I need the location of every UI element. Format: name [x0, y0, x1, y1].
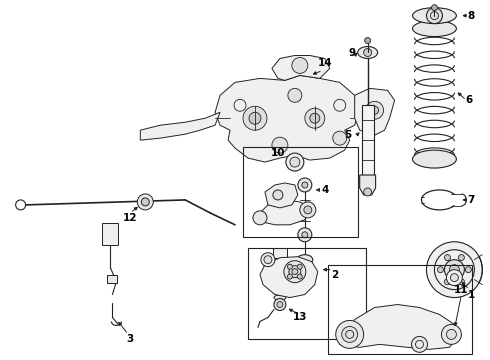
Circle shape	[458, 255, 465, 261]
Ellipse shape	[413, 21, 456, 37]
Circle shape	[432, 5, 438, 11]
Circle shape	[333, 131, 347, 145]
Circle shape	[297, 274, 302, 279]
Circle shape	[444, 279, 450, 285]
Circle shape	[336, 320, 364, 348]
Circle shape	[364, 49, 371, 57]
Circle shape	[444, 255, 450, 261]
Circle shape	[446, 270, 463, 285]
Circle shape	[289, 266, 301, 278]
Circle shape	[249, 112, 261, 124]
Circle shape	[272, 137, 288, 153]
Ellipse shape	[274, 295, 286, 300]
Ellipse shape	[274, 275, 286, 280]
Polygon shape	[265, 183, 298, 208]
Polygon shape	[360, 175, 376, 195]
Circle shape	[342, 327, 358, 342]
Circle shape	[302, 182, 308, 188]
Circle shape	[298, 228, 312, 242]
Circle shape	[288, 88, 302, 102]
Circle shape	[305, 108, 325, 128]
Circle shape	[466, 267, 471, 273]
Polygon shape	[260, 257, 318, 298]
Circle shape	[292, 269, 298, 275]
Circle shape	[441, 324, 462, 345]
Circle shape	[304, 206, 312, 214]
Bar	[328, 265, 472, 354]
Circle shape	[298, 178, 312, 192]
Circle shape	[261, 253, 275, 267]
Circle shape	[449, 265, 460, 275]
Ellipse shape	[413, 150, 456, 168]
Text: 10: 10	[270, 148, 285, 158]
Ellipse shape	[413, 8, 456, 24]
Circle shape	[137, 194, 153, 210]
Bar	[248, 248, 366, 339]
Polygon shape	[140, 112, 220, 140]
Circle shape	[286, 153, 304, 171]
Circle shape	[426, 242, 482, 298]
Polygon shape	[272, 55, 330, 80]
Circle shape	[310, 113, 320, 123]
Text: 13: 13	[293, 312, 307, 323]
Text: 8: 8	[468, 11, 475, 21]
Text: 4: 4	[321, 185, 328, 195]
Circle shape	[141, 198, 149, 206]
Text: 3: 3	[127, 334, 134, 345]
Circle shape	[288, 274, 293, 279]
Circle shape	[450, 274, 458, 282]
Polygon shape	[215, 75, 360, 162]
Circle shape	[458, 279, 465, 285]
Polygon shape	[355, 88, 394, 135]
Circle shape	[426, 8, 442, 24]
Circle shape	[264, 256, 272, 264]
Circle shape	[297, 264, 302, 269]
Circle shape	[290, 157, 300, 167]
Text: 14: 14	[318, 58, 332, 68]
Circle shape	[273, 190, 283, 200]
Circle shape	[370, 106, 379, 114]
Bar	[362, 105, 374, 175]
Text: 7: 7	[467, 195, 475, 205]
Circle shape	[446, 329, 456, 339]
Circle shape	[364, 188, 371, 196]
Circle shape	[274, 298, 286, 310]
Ellipse shape	[274, 285, 286, 290]
Circle shape	[284, 261, 306, 283]
Polygon shape	[340, 305, 457, 349]
Circle shape	[253, 211, 267, 225]
Circle shape	[366, 101, 384, 119]
Ellipse shape	[358, 46, 378, 58]
Circle shape	[292, 58, 308, 73]
Bar	[102, 223, 119, 245]
Bar	[107, 275, 118, 283]
Text: 5: 5	[344, 130, 351, 140]
Text: 11: 11	[454, 284, 468, 294]
Circle shape	[243, 106, 267, 130]
Text: 2: 2	[331, 270, 339, 280]
Text: 1: 1	[468, 289, 475, 300]
Circle shape	[444, 260, 465, 280]
Circle shape	[302, 232, 308, 238]
Circle shape	[365, 37, 370, 44]
Text: 9: 9	[348, 49, 355, 58]
Circle shape	[277, 302, 283, 307]
Circle shape	[288, 264, 293, 269]
Text: 6: 6	[466, 95, 473, 105]
Circle shape	[438, 267, 443, 273]
Bar	[273, 248, 287, 258]
Text: 12: 12	[123, 213, 138, 223]
Polygon shape	[258, 200, 310, 225]
Ellipse shape	[297, 255, 313, 265]
Circle shape	[412, 336, 427, 352]
Bar	[243, 147, 358, 237]
Circle shape	[300, 202, 316, 218]
